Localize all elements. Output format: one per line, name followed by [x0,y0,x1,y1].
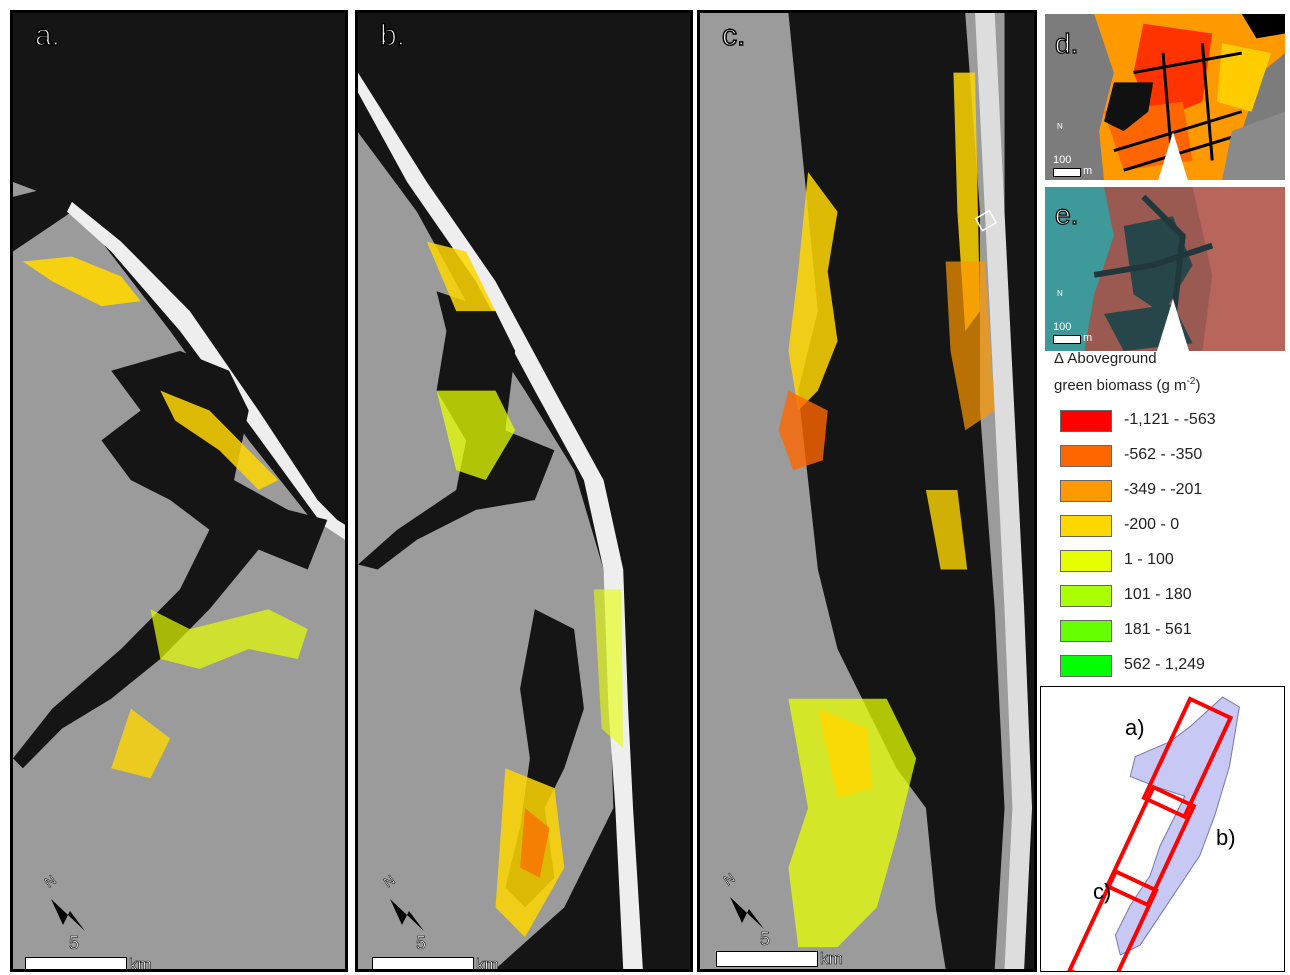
map-panel-b: b. N 5 km [355,10,693,972]
locator-svg [1066,696,1240,971]
legend-title-close: ) [1195,377,1201,394]
scale-unit-a: km [129,955,152,972]
legend-swatch [1060,410,1112,432]
legend-swatch [1060,550,1112,572]
legend-label: 562 - 1,249 [1124,656,1205,673]
legend-label: 1 - 100 [1124,551,1174,568]
legend-title-sup: -2 [1186,376,1196,387]
scalebar-c [716,951,818,967]
legend-label: -1,121 - -563 [1124,411,1216,428]
scale-value-b: 5 [416,933,427,954]
inset-e-north: N [1057,289,1063,298]
map-panel-a: a. N 5 km [10,10,348,972]
locator-box-a [1141,696,1234,820]
north-arrow-b: N [380,871,434,933]
legend-swatch [1060,480,1112,502]
legend-title-line2: green biomass (g m-2) [1054,376,1200,394]
inset-e-scalebar [1053,335,1081,344]
legend-label: -562 - -350 [1124,446,1203,463]
scale-unit-c: km [820,949,843,969]
locator-label-c: c) [1093,879,1112,904]
locator-label-a: a) [1125,715,1145,740]
legend-label: -200 - 0 [1124,516,1180,533]
legend-label: 101 - 180 [1124,586,1192,603]
panel-c-imagery [700,13,1034,969]
north-arrow-c: N [720,869,774,931]
inset-e-scale-value: 100 [1053,321,1072,333]
panel-a-imagery [13,13,345,969]
inset-e-scale-unit: m [1083,332,1093,344]
locator-label-b: b) [1216,825,1236,850]
panel-b-label: b. [379,18,406,53]
legend-swatch [1060,515,1112,537]
inset-d: d. N 100 m [1043,12,1287,182]
panel-b-imagery [358,13,690,969]
north-arrow-icon [51,899,85,931]
inset-d-imagery [1045,14,1285,180]
legend-label: -349 - -201 [1124,481,1203,498]
north-arrow-icon [1157,299,1189,351]
inset-d-scalebar [1053,168,1081,177]
locator-map: a) b) c) [1040,686,1285,972]
inset-d-label: d. [1054,27,1079,59]
inset-e: e. N 100 m [1043,185,1287,353]
legend-swatch [1060,445,1112,467]
legend-swatch [1060,585,1112,607]
inset-e-imagery [1045,187,1285,351]
legend-title-text: green biomass (g m [1054,377,1187,394]
legend-swatch [1060,655,1112,677]
inset-e-label: e. [1054,198,1079,230]
map-panel-c: c. N 5 km [697,10,1037,972]
locator-box-b [1104,784,1197,908]
legend-title-line1: Δ Aboveground [1054,350,1157,367]
inset-d-scale-unit: m [1083,165,1093,177]
scale-unit-b: km [476,955,499,972]
legend-swatch [1060,620,1112,642]
scalebar-b [372,957,474,969]
north-arrow-icon [730,897,764,929]
north-arrow-icon [1158,132,1188,180]
scale-value-c: 5 [760,929,771,950]
inset-d-north: N [1057,122,1063,131]
panel-c-label: c. [721,18,746,53]
scale-value-a: 5 [69,933,80,954]
legend-label: 181 - 561 [1124,621,1192,638]
inset-d-scale-value: 100 [1053,154,1072,166]
north-arrow-icon [390,899,424,931]
panel-a-label: a. [34,18,61,53]
north-arrow-a: N [41,871,95,933]
scalebar-a [25,957,127,969]
locator-box-c [1066,868,1159,971]
